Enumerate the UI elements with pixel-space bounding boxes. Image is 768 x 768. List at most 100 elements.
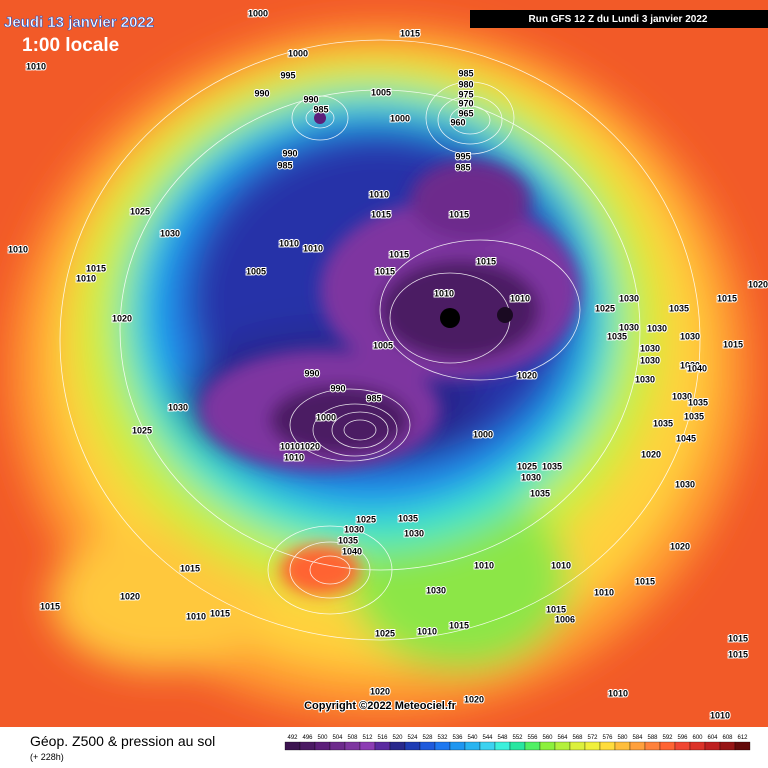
- isobar-label: 1015: [728, 649, 748, 659]
- footer-title: Géop. Z500 & pression au sol: [30, 733, 215, 749]
- scale-swatch: [299, 741, 316, 751]
- scale-label: 592: [662, 735, 673, 741]
- isobar-label: 1020: [670, 541, 690, 551]
- isobar-label: 1006: [555, 614, 575, 624]
- isobar-label: 1015: [210, 608, 230, 618]
- scale-label: 576: [602, 735, 613, 741]
- isobar-label: 980: [458, 79, 473, 89]
- isobar-label: 1005: [373, 340, 393, 350]
- isobar-label: 1000: [473, 429, 493, 439]
- run-info: Run GFS 12 Z du Lundi 3 janvier 2022: [529, 14, 708, 25]
- scale-label: 520: [392, 735, 403, 741]
- isobar-label: 1010: [474, 560, 494, 570]
- isobar-label: 1035: [338, 535, 358, 545]
- isobar-label: 970: [458, 98, 473, 108]
- isobar-label: 1030: [426, 585, 446, 595]
- scale-swatch: [629, 741, 646, 751]
- scale-label: 536: [452, 735, 463, 741]
- scale-label: 516: [377, 735, 388, 741]
- scale-swatch: [539, 741, 556, 751]
- isobar-label: 1025: [595, 303, 615, 313]
- scale-swatch: [704, 741, 721, 751]
- isobar-label: 1000: [316, 412, 336, 422]
- scale-label: 504: [332, 735, 343, 741]
- isobar-label: 985: [313, 104, 328, 114]
- scale-swatch: [464, 741, 481, 751]
- scale-swatch: [584, 741, 601, 751]
- isobar-label: 985: [277, 160, 292, 170]
- isobar-label: 1015: [449, 209, 469, 219]
- isobar-label: 1010: [434, 288, 454, 298]
- isobar-label: 1030: [160, 228, 180, 238]
- isobar-label: 1005: [371, 87, 391, 97]
- isobar-label: 990: [254, 88, 269, 98]
- scale-label: 600: [692, 735, 703, 741]
- isobar-label: 1030: [647, 323, 667, 333]
- scale-swatch: [599, 741, 616, 751]
- isobar-label: 1025: [132, 425, 152, 435]
- isobar-label: 1010: [594, 587, 614, 597]
- isobar-label: 1010: [186, 611, 206, 621]
- isobar-label: 1015: [371, 209, 391, 219]
- scale-swatch: [734, 741, 751, 751]
- isobar-label: 960: [450, 117, 465, 127]
- scale-label: 568: [572, 735, 583, 741]
- scale-swatch: [404, 741, 421, 751]
- isobar-label: 1020: [641, 449, 661, 459]
- isobar-label: 1020: [300, 441, 320, 451]
- isobar-label: 1015: [40, 601, 60, 611]
- scale-label: 564: [557, 735, 568, 741]
- isobar-label: 1030: [680, 331, 700, 341]
- scale-swatch: [569, 741, 586, 751]
- scale-swatch: [689, 741, 706, 751]
- isobar-label: 1015: [635, 576, 655, 586]
- isobar-label: 1030: [619, 322, 639, 332]
- isobar-label: 1035: [688, 397, 708, 407]
- isobar-label: 995: [280, 70, 295, 80]
- scale-label: 508: [347, 735, 358, 741]
- isobar-label: 1000: [288, 48, 308, 58]
- scale-label: 532: [437, 735, 448, 741]
- isobar-label: 1000: [390, 113, 410, 123]
- isobar-label: 1035: [398, 513, 418, 523]
- isobar-label: 1025: [517, 461, 537, 471]
- scale-label: 572: [587, 735, 598, 741]
- isobar-label: 985: [366, 393, 381, 403]
- isobar-label: 1010: [369, 189, 389, 199]
- isobar-label: 1010: [279, 238, 299, 248]
- lead-time: (+ 228h): [30, 752, 64, 762]
- local-time: 1:00 locale: [22, 35, 119, 56]
- scale-swatch: [494, 741, 511, 751]
- isobar-label: 965: [458, 108, 473, 118]
- isobar-label: 1030: [404, 528, 424, 538]
- isobar-label: 1040: [687, 363, 707, 373]
- isobar-label: 1020: [120, 591, 140, 601]
- isobar-label: 1015: [476, 256, 496, 266]
- isobar-label: 1030: [680, 360, 700, 370]
- isobar-label: 1015: [400, 28, 420, 38]
- scale-label: 552: [512, 735, 523, 741]
- isobar-label: 1025: [375, 628, 395, 638]
- scale-swatch: [719, 741, 736, 751]
- scale-label: 608: [722, 735, 733, 741]
- scale-swatch: [344, 741, 361, 751]
- scale-label: 492: [287, 735, 298, 741]
- scale-swatch: [434, 741, 451, 751]
- isobar-label: 1030: [168, 402, 188, 412]
- scale-label: 544: [482, 735, 493, 741]
- isobar-label: 1020: [748, 279, 768, 289]
- isobar-label: 1030: [640, 355, 660, 365]
- scale-swatch: [359, 741, 376, 751]
- scale-swatch: [389, 741, 406, 751]
- isobar-label: 1015: [375, 266, 395, 276]
- scale-label: 588: [647, 735, 658, 741]
- isobar-label: 1035: [530, 488, 550, 498]
- scale-label: 596: [677, 735, 688, 741]
- scale-swatch: [674, 741, 691, 751]
- isobar-label: 1010: [8, 244, 28, 254]
- scale-label: 500: [317, 735, 328, 741]
- color-scale: 492 496 500 504 508 512 516 520 524 528 532 536 540 5…: [284, 735, 751, 751]
- isobar-label: 985: [455, 162, 470, 172]
